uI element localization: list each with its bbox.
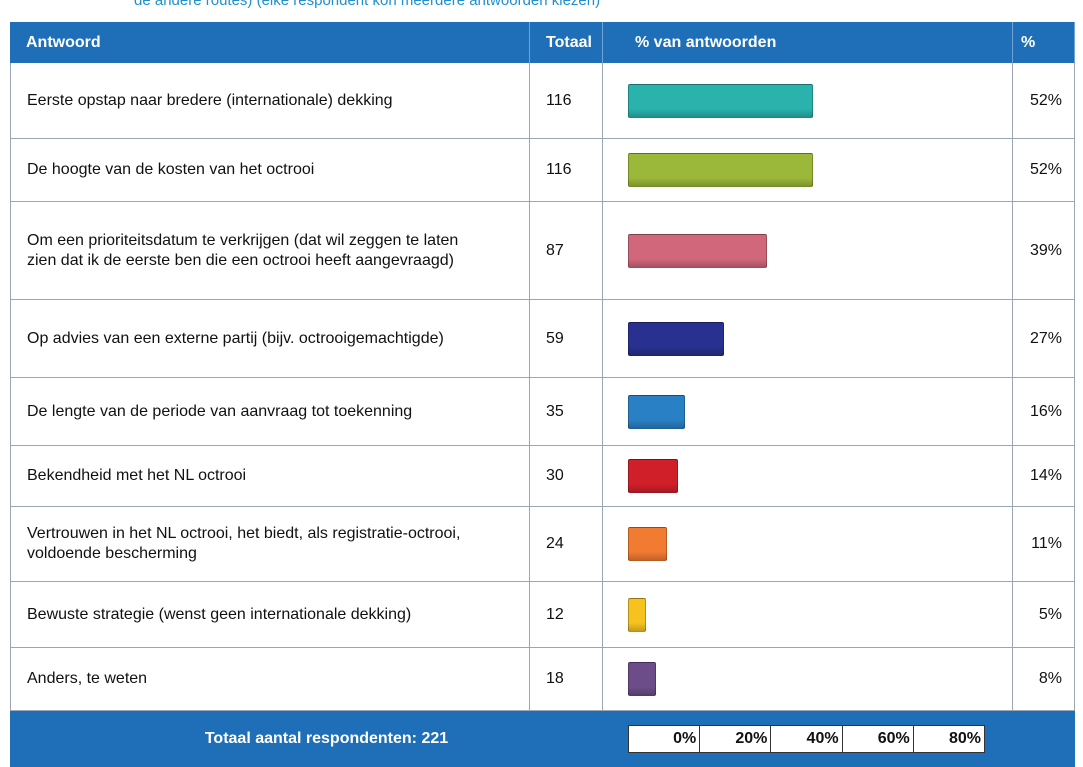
- answer: De lengte van de periode van aanvraag to…: [10, 378, 530, 445]
- footer-text: Totaal aantal respondenten: 221: [204, 730, 449, 747]
- data-row: Vertrouwen in het NL octrooi, het biedt,…: [10, 507, 1075, 582]
- answer: Op advies van een externe partij (bijv. …: [10, 300, 530, 377]
- total: 24: [530, 507, 603, 581]
- x-tick: 80%: [914, 726, 985, 752]
- bar: [628, 83, 814, 118]
- total: 18: [530, 648, 603, 710]
- x-tick: 60%: [843, 726, 914, 752]
- column-header: % van antwoorden: [603, 22, 1013, 63]
- percent: 11%: [1013, 507, 1075, 581]
- data-row: Op advies van een externe partij (bijv. …: [10, 300, 1075, 378]
- percent: 52%: [1013, 139, 1075, 201]
- percent: 52%: [1013, 63, 1075, 138]
- data-row: Om een prioriteitsdatum te verkrijgen (d…: [10, 202, 1075, 300]
- answer: Bekendheid met het NL octrooi: [10, 446, 530, 506]
- data-row: Anders, te weten 18 8%: [10, 648, 1075, 711]
- bar-cell: [603, 648, 1013, 710]
- bar-cell: [603, 507, 1013, 581]
- column-header: Antwoord: [10, 22, 530, 63]
- data-row: De hoogte van de kosten van het octrooi 1…: [10, 139, 1075, 202]
- percent: 5%: [1013, 582, 1075, 647]
- column-header: %: [1013, 22, 1075, 63]
- total: 35: [530, 378, 603, 445]
- total: 12: [530, 582, 603, 647]
- percent: 14%: [1013, 446, 1075, 506]
- answer: Eerste opstap naar bredere (internationa…: [10, 63, 530, 138]
- percent: 8%: [1013, 648, 1075, 710]
- bar-cell: [603, 202, 1013, 299]
- bar-cell: [603, 139, 1013, 201]
- bar-cell: [603, 63, 1013, 138]
- data-row: Eerste opstap naar bredere (internationa…: [10, 63, 1075, 139]
- x-tick-label: 20%: [735, 730, 768, 747]
- answer: Anders, te weten: [10, 648, 530, 710]
- x-tick-label: 40%: [806, 730, 839, 747]
- data-row: Bekendheid met het NL octrooi 30 14%: [10, 446, 1075, 507]
- footer-row: Totaal aantal respondenten: 221 0% 20% 40% 6…: [10, 711, 1075, 767]
- bar: [628, 153, 814, 187]
- bar: [628, 597, 646, 632]
- data-row: De lengte van de periode van aanvraag to…: [10, 378, 1075, 446]
- answer: Om een prioriteitsdatum te verkrijgen (d…: [10, 202, 530, 299]
- x-tick-label: 80%: [948, 730, 981, 747]
- axis: 0% 20% 40% 60% 80%: [628, 725, 985, 753]
- answer: Bewuste strategie (wenst geen internatio…: [10, 582, 530, 647]
- bar: [628, 321, 725, 356]
- bar: [628, 459, 678, 493]
- bar-cell: [603, 378, 1013, 445]
- total: 87: [530, 202, 603, 299]
- total: 116: [530, 139, 603, 201]
- bar-cell: [603, 300, 1013, 377]
- x-tick: 0%: [629, 726, 701, 752]
- x-tick: 20%: [700, 726, 772, 752]
- data-row: Bewuste strategie (wenst geen internatio…: [10, 582, 1075, 648]
- x-tick: 40%: [771, 726, 843, 752]
- bar: [628, 394, 685, 429]
- bar: [628, 662, 657, 696]
- x-tick-label: 0%: [673, 730, 697, 747]
- total: 59: [530, 300, 603, 377]
- x-tick-label: 60%: [877, 730, 910, 747]
- answer: Vertrouwen in het NL octrooi, het biedt,…: [10, 507, 530, 581]
- top-note: de andere routes) (elke respondent kon m…: [134, 0, 601, 9]
- bar: [628, 527, 668, 561]
- bar-cell: [603, 446, 1013, 506]
- answer: De hoogte van de kosten van het octrooi: [10, 139, 530, 201]
- bar: [628, 233, 767, 268]
- total: 116: [530, 63, 603, 138]
- percent: 27%: [1013, 300, 1075, 377]
- total: 30: [530, 446, 603, 506]
- column-header: Totaal: [530, 22, 603, 63]
- header-row: Antwoord Totaal% van antwoorden%: [10, 22, 1075, 63]
- bar-cell: [603, 582, 1013, 647]
- percent: 39%: [1013, 202, 1075, 299]
- percent: 16%: [1013, 378, 1075, 445]
